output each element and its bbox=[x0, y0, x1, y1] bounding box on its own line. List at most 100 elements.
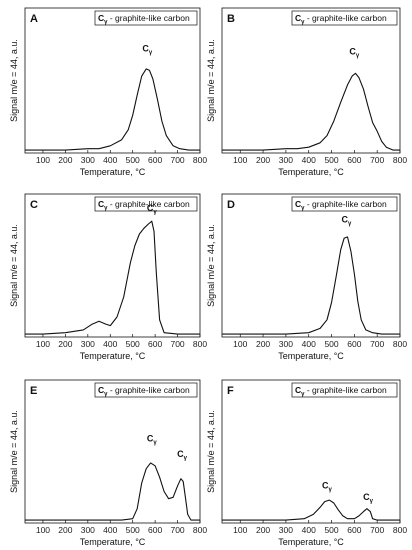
x-tick-label: 400 bbox=[103, 339, 117, 349]
legend-label: Cγ - graphite-like carbon bbox=[98, 13, 190, 26]
legend-box bbox=[94, 382, 198, 398]
y-axis-title: Signal m/e = 44, a.u. bbox=[206, 224, 216, 307]
y-axis-title: Signal m/e = 44, a.u. bbox=[9, 224, 19, 307]
legend-box bbox=[94, 10, 198, 26]
panel-letter: C bbox=[30, 199, 38, 211]
legend: Cγ - graphite-like carbon bbox=[94, 10, 198, 26]
panel-letter: B bbox=[227, 13, 235, 25]
x-tick-label: 800 bbox=[393, 339, 407, 349]
x-tick-label: 400 bbox=[103, 525, 117, 535]
x-tick-label: 100 bbox=[36, 155, 50, 165]
peak-label: Cγ bbox=[363, 492, 374, 505]
legend: Cγ - graphite-like carbon bbox=[291, 196, 398, 212]
x-tick-label: 700 bbox=[170, 525, 184, 535]
peak-label: Cγ bbox=[142, 44, 153, 57]
x-axis-title: Temperature, °C bbox=[278, 351, 344, 361]
peak-label: Cγ bbox=[322, 481, 333, 494]
x-tick-label: 200 bbox=[256, 525, 270, 535]
series-line bbox=[222, 72, 400, 151]
legend-box bbox=[291, 382, 398, 398]
panel-letter: F bbox=[227, 385, 234, 397]
x-tick-label: 800 bbox=[193, 155, 207, 165]
legend-subscript: γ bbox=[301, 392, 305, 398]
x-axis-title: Temperature, °C bbox=[278, 167, 344, 177]
legend-label: Cγ - graphite-like carbon bbox=[98, 199, 190, 212]
peak-label: Cγ bbox=[147, 203, 158, 216]
x-tick-label: 800 bbox=[393, 155, 407, 165]
x-tick-label: 300 bbox=[81, 155, 95, 165]
x-tick-label: 200 bbox=[256, 155, 270, 165]
x-tick-label: 400 bbox=[302, 155, 316, 165]
legend-box bbox=[291, 196, 398, 212]
series-line bbox=[25, 68, 200, 151]
x-tick-label: 300 bbox=[279, 339, 293, 349]
y-axis-title: Signal m/e = 44, a.u. bbox=[206, 39, 216, 122]
x-tick-label: 100 bbox=[36, 525, 50, 535]
panel-d: 100 200 300 400 500 600 700 800 Temperature, °C S… bbox=[206, 193, 407, 361]
x-tick-label: 600 bbox=[347, 525, 361, 535]
x-tick-label: 400 bbox=[103, 155, 117, 165]
legend: Cγ - graphite-like carbon bbox=[291, 382, 398, 398]
legend: Cγ - graphite-like carbon bbox=[94, 196, 198, 212]
y-axis-title: Signal m/e = 44, a.u. bbox=[9, 39, 19, 122]
legend-description: - graphite-like carbon bbox=[304, 13, 386, 23]
panel-b: 100 200 300 400 500 600 700 800 Temperature, °C S… bbox=[206, 7, 407, 177]
x-tick-label: 200 bbox=[58, 155, 72, 165]
x-tick-label: 500 bbox=[324, 525, 338, 535]
x-tick-label: 400 bbox=[302, 525, 316, 535]
legend-subscript: γ bbox=[301, 20, 305, 26]
series-line bbox=[25, 220, 200, 335]
legend-description: - graphite-like carbon bbox=[304, 385, 386, 395]
legend-box bbox=[291, 10, 398, 26]
x-tick-label: 500 bbox=[126, 525, 140, 535]
x-tick-label: 700 bbox=[370, 155, 384, 165]
legend: Cγ - graphite-like carbon bbox=[94, 382, 198, 398]
x-tick-label: 100 bbox=[233, 525, 247, 535]
panel-letter: A bbox=[30, 13, 38, 25]
x-tick-label: 800 bbox=[393, 525, 407, 535]
legend-label: Cγ - graphite-like carbon bbox=[295, 385, 387, 398]
series-line bbox=[25, 462, 200, 521]
legend-description: - graphite-like carbon bbox=[107, 385, 189, 395]
x-tick-label: 500 bbox=[126, 155, 140, 165]
x-axis-title: Temperature, °C bbox=[80, 167, 146, 177]
x-axis-title: Temperature, °C bbox=[80, 537, 146, 547]
x-tick-label: 800 bbox=[193, 525, 207, 535]
x-tick-label: 300 bbox=[81, 525, 95, 535]
x-tick-label: 600 bbox=[148, 339, 162, 349]
legend-description: - graphite-like carbon bbox=[304, 199, 386, 209]
plot-frame bbox=[221, 379, 401, 524]
x-tick-label: 300 bbox=[81, 339, 95, 349]
plot-frame bbox=[221, 193, 401, 338]
x-tick-label: 200 bbox=[256, 339, 270, 349]
x-tick-label: 500 bbox=[324, 155, 338, 165]
legend-description: - graphite-like carbon bbox=[107, 199, 189, 209]
legend-label: Cγ - graphite-like carbon bbox=[295, 13, 387, 26]
legend-symbol: C bbox=[295, 199, 301, 209]
y-axis-title: Signal m/e = 44, a.u. bbox=[9, 410, 19, 493]
panel-f: 100 200 300 400 500 600 700 800 Temperature, °C S… bbox=[206, 379, 407, 547]
legend-subscript: γ bbox=[104, 392, 108, 398]
x-tick-label: 100 bbox=[36, 339, 50, 349]
plot-frame bbox=[24, 7, 201, 154]
peak-label: Cγ bbox=[147, 433, 158, 446]
legend-label: Cγ - graphite-like carbon bbox=[295, 199, 387, 212]
x-tick-label: 700 bbox=[170, 339, 184, 349]
panel-e: 100 200 300 400 500 600 700 800 Temperature, °C S… bbox=[9, 379, 207, 547]
plot-frame bbox=[221, 7, 401, 154]
x-tick-label: 500 bbox=[324, 339, 338, 349]
x-tick-label: 200 bbox=[58, 525, 72, 535]
plot-frame bbox=[24, 193, 201, 338]
x-tick-label: 600 bbox=[148, 155, 162, 165]
peak-label: Cγ bbox=[341, 215, 352, 228]
x-axis-title: Temperature, °C bbox=[278, 537, 344, 547]
x-tick-label: 700 bbox=[170, 155, 184, 165]
x-tick-label: 700 bbox=[370, 525, 384, 535]
legend-symbol: C bbox=[98, 199, 104, 209]
peak-label: Cγ bbox=[349, 46, 360, 59]
panel-letter: E bbox=[30, 385, 37, 397]
legend-subscript: γ bbox=[301, 206, 305, 212]
x-tick-label: 600 bbox=[347, 155, 361, 165]
plot-frame bbox=[24, 379, 201, 524]
